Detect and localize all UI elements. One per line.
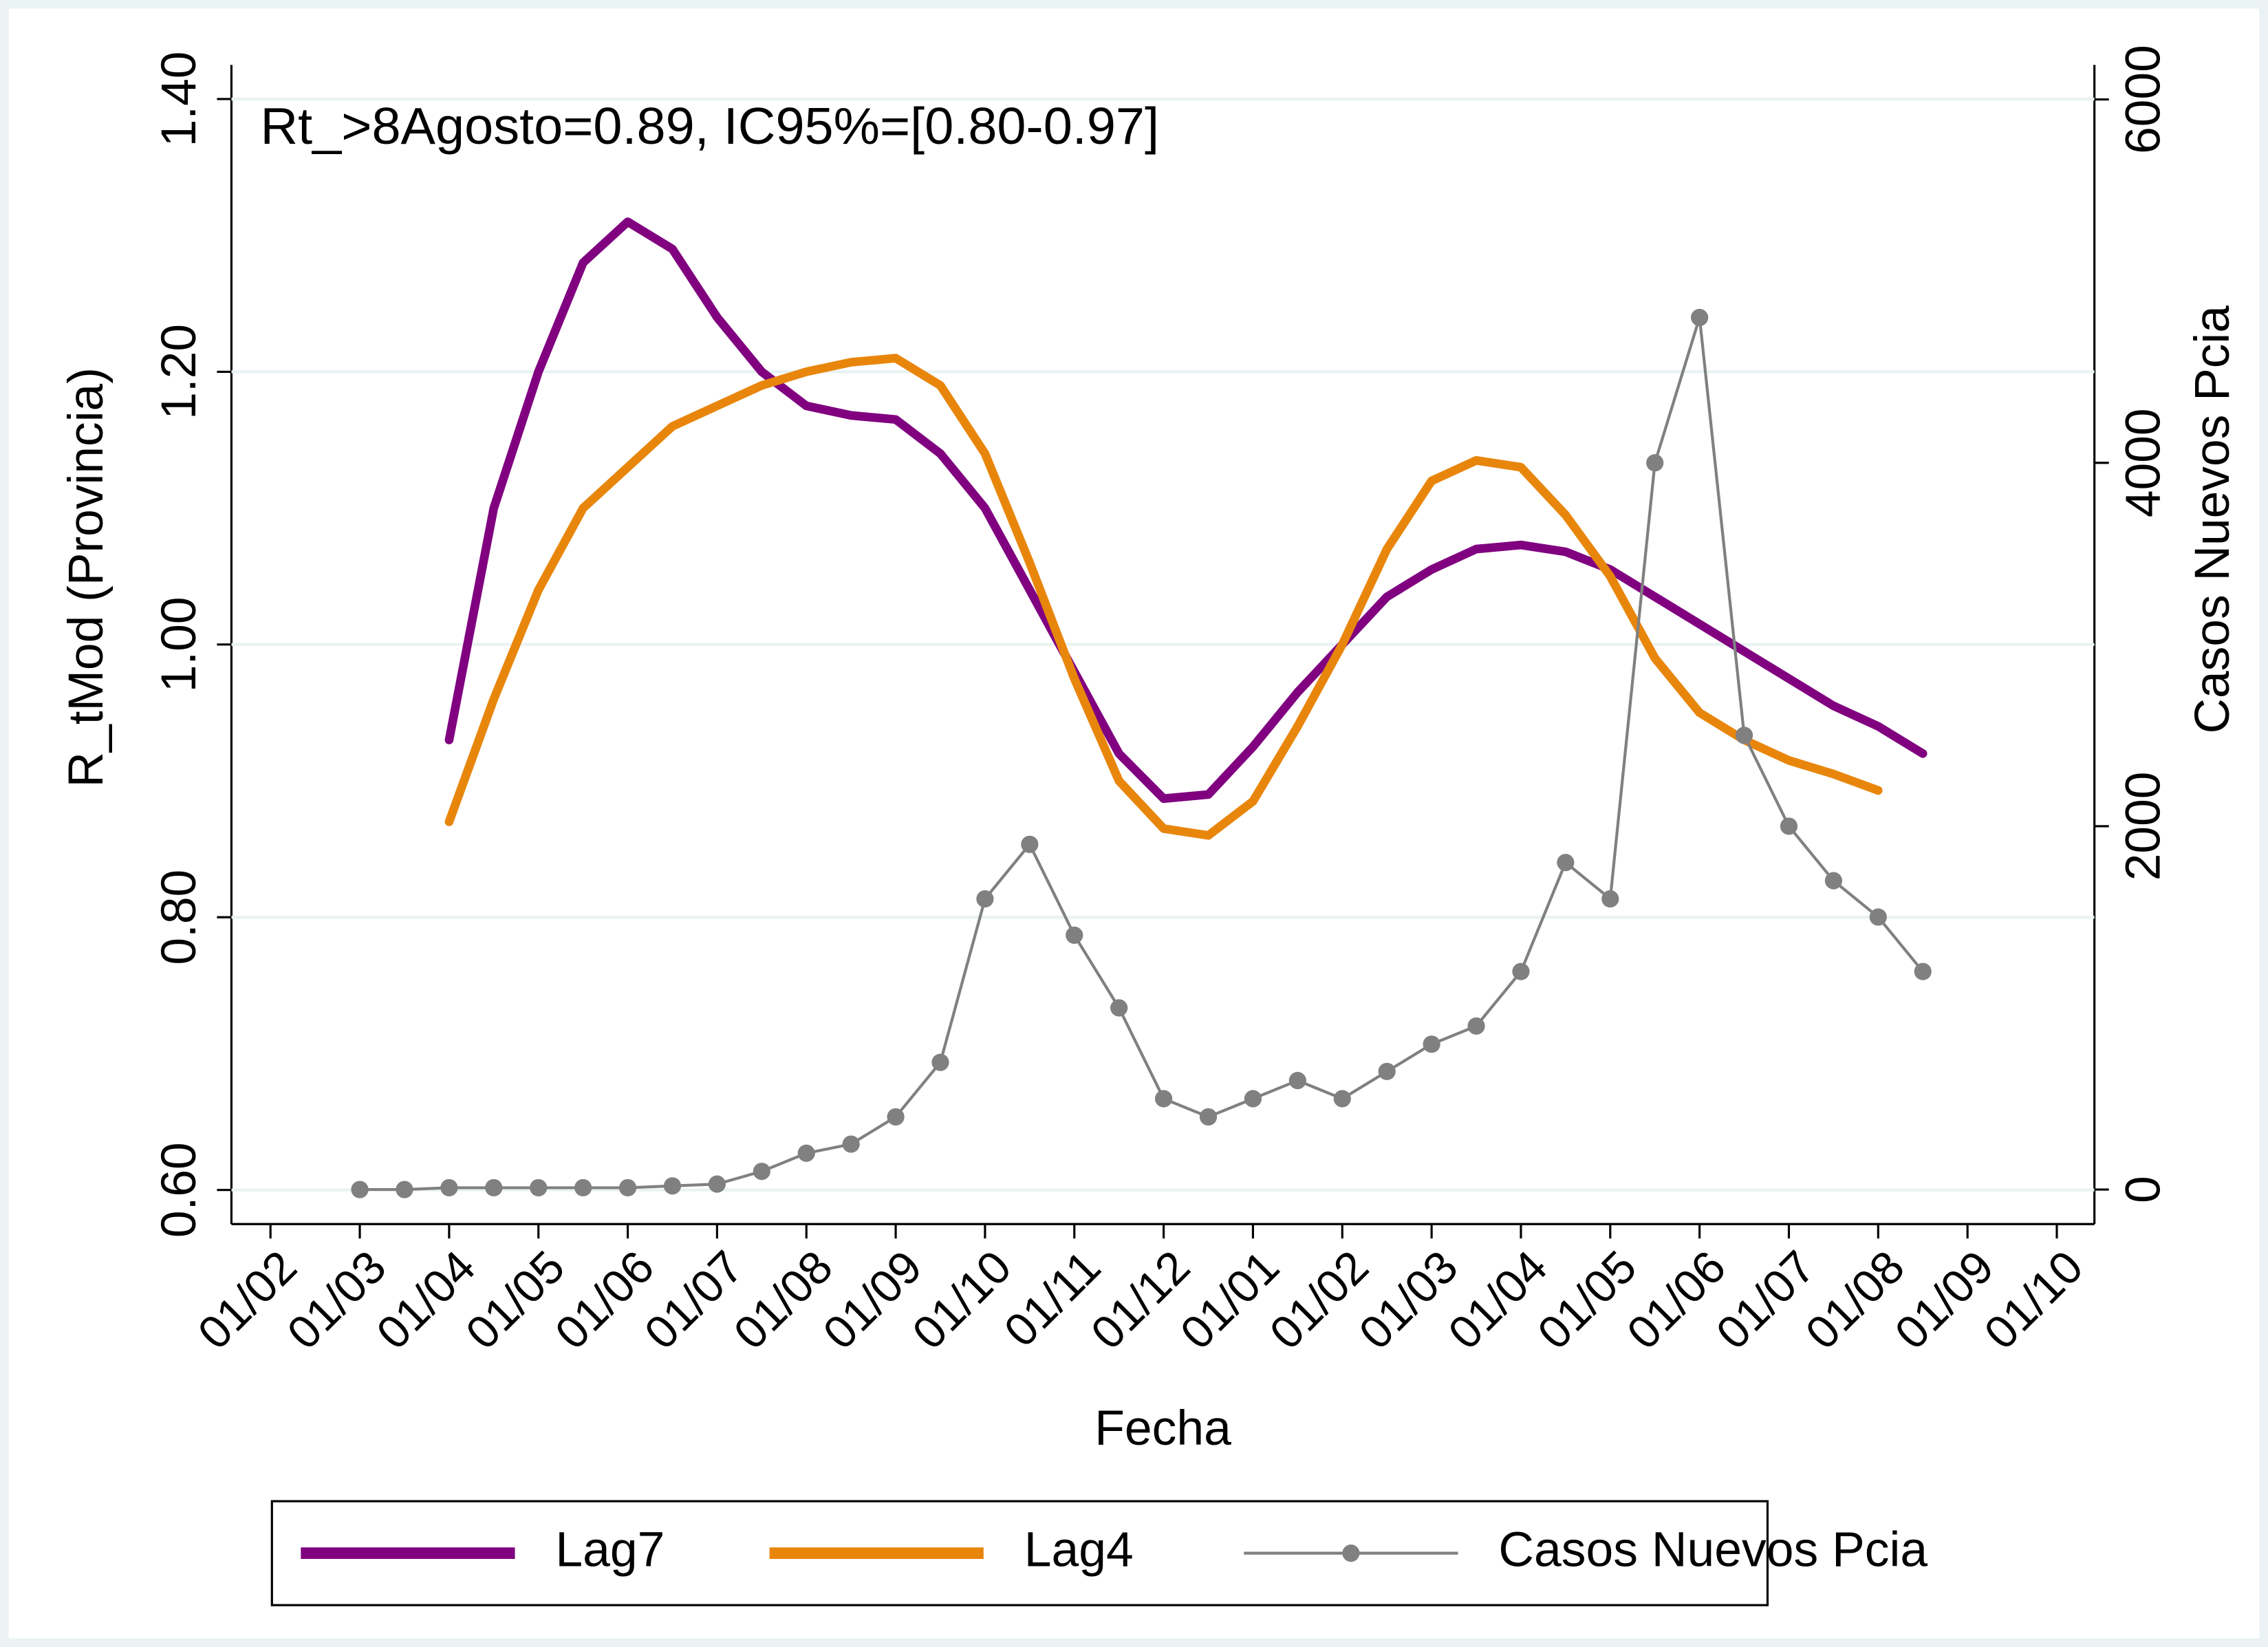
y-tick-label: 1.40 [151, 52, 206, 147]
data-point [931, 1053, 949, 1071]
y-tick-label: 1.20 [151, 324, 206, 420]
annotation: Rt_>8Agosto=0.89, IC95%=[0.80-0.97] [260, 98, 1159, 155]
data-point [440, 1178, 458, 1197]
data-point [1557, 854, 1575, 872]
data-point [887, 1108, 905, 1126]
data-point [1869, 908, 1887, 926]
data-point [1512, 962, 1530, 980]
data-point [574, 1178, 592, 1197]
series-line [444, 354, 1883, 840]
y2-axis-title: Casos Nuevos Pcia [2185, 305, 2240, 734]
data-point [797, 1144, 815, 1162]
legend-marker [1342, 1544, 1360, 1562]
data-point [1423, 1035, 1440, 1053]
data-point [976, 890, 994, 908]
data-point [663, 1177, 682, 1195]
data-point [485, 1178, 503, 1197]
legend-label: Lag4 [1024, 1522, 1134, 1578]
legend-label: Lag7 [555, 1522, 665, 1578]
legend [270, 1500, 1769, 1606]
data-point [1780, 817, 1798, 835]
x-axis-title: Fecha [1094, 1401, 1231, 1456]
data-point [1154, 1090, 1173, 1108]
data-point [530, 1178, 548, 1197]
data-point [1378, 1062, 1396, 1081]
data-point [1601, 890, 1619, 908]
data-point [842, 1135, 860, 1153]
data-point [708, 1175, 726, 1193]
data-point [1199, 1108, 1218, 1126]
y2-tick-label: 0 [2115, 1176, 2170, 1203]
data-point [1066, 926, 1083, 944]
y-axis-title: R_tMod (Provincia) [58, 367, 114, 787]
data-point [1646, 454, 1664, 472]
data-point [618, 1178, 637, 1197]
data-point [1288, 1072, 1306, 1090]
series-line [444, 217, 1927, 804]
y-tick-label: 1.00 [151, 596, 206, 692]
data-point [1691, 308, 1709, 327]
y-tick-label: 0.60 [151, 1142, 206, 1238]
data-point [1021, 835, 1039, 853]
data-point [1914, 962, 1932, 980]
data-point [1467, 1017, 1485, 1035]
data-point [396, 1181, 413, 1198]
data-point [1824, 872, 1843, 890]
data-point [1244, 1090, 1262, 1108]
y2-tick-label: 6000 [2115, 45, 2170, 154]
y-tick-label: 0.80 [151, 870, 206, 965]
legend-label: Casos Nuevos Pcia [1498, 1522, 1927, 1578]
data-point [351, 1181, 369, 1198]
data-point [1110, 999, 1128, 1017]
y2-tick-label: 4000 [2115, 408, 2170, 517]
data-point [753, 1163, 770, 1181]
data-point [1735, 726, 1753, 744]
y2-tick-label: 2000 [2115, 772, 2170, 881]
data-point [1333, 1090, 1351, 1108]
